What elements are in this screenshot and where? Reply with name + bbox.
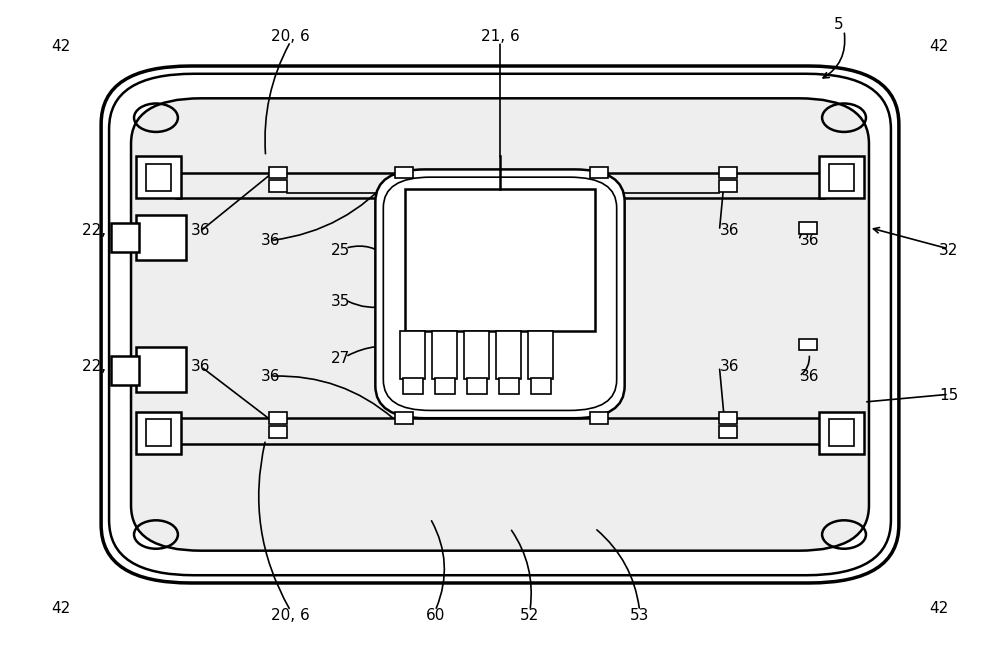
Text: 27: 27 — [598, 351, 617, 366]
Text: 25: 25 — [331, 243, 350, 258]
Text: 42: 42 — [929, 39, 948, 54]
Bar — [403, 378, 423, 395]
Text: 36: 36 — [191, 359, 211, 374]
Bar — [146, 419, 171, 446]
Bar — [799, 223, 817, 234]
Text: 20, 6: 20, 6 — [271, 29, 310, 44]
Text: 36: 36 — [191, 223, 211, 238]
Text: 35: 35 — [331, 295, 350, 310]
Text: 27: 27 — [331, 351, 350, 366]
Text: 52: 52 — [520, 608, 540, 623]
Text: 22, 6: 22, 6 — [82, 359, 120, 374]
Bar — [528, 331, 553, 380]
Text: 15: 15 — [939, 388, 958, 403]
Bar — [395, 167, 413, 178]
Bar — [719, 167, 737, 178]
Bar — [146, 164, 171, 191]
Text: 36: 36 — [799, 233, 819, 248]
Text: 20, 6: 20, 6 — [271, 608, 310, 623]
Bar — [395, 412, 413, 424]
Bar — [590, 167, 608, 178]
Text: 36: 36 — [261, 369, 280, 384]
Bar — [136, 411, 181, 454]
Text: 42: 42 — [52, 602, 71, 617]
Text: 53: 53 — [630, 608, 649, 623]
Bar — [269, 412, 287, 424]
Text: 21, 6: 21, 6 — [481, 29, 519, 44]
Bar — [819, 156, 864, 199]
Bar — [400, 331, 425, 380]
Bar — [819, 411, 864, 454]
Bar — [799, 339, 817, 350]
Text: 32: 32 — [939, 243, 958, 258]
Bar — [269, 167, 287, 178]
Bar — [531, 378, 551, 395]
Bar — [435, 378, 455, 395]
Bar — [136, 156, 181, 199]
Bar — [829, 419, 854, 446]
Text: 28: 28 — [490, 396, 510, 411]
FancyBboxPatch shape — [131, 98, 869, 551]
Text: 42: 42 — [929, 602, 948, 617]
Bar — [719, 412, 737, 424]
Bar — [432, 331, 457, 380]
FancyBboxPatch shape — [375, 169, 625, 418]
Text: 36: 36 — [799, 369, 819, 384]
Bar — [719, 180, 737, 192]
Text: 22, 6: 22, 6 — [82, 223, 120, 238]
Text: 5: 5 — [834, 16, 844, 32]
Bar — [136, 347, 186, 393]
Bar — [719, 426, 737, 437]
Bar — [590, 412, 608, 424]
Bar — [496, 331, 521, 380]
Text: 36: 36 — [720, 359, 739, 374]
Bar — [499, 378, 519, 395]
Text: 36: 36 — [261, 233, 280, 248]
Bar — [269, 426, 287, 437]
Bar — [467, 378, 487, 395]
Bar — [464, 331, 489, 380]
FancyBboxPatch shape — [101, 66, 899, 583]
Bar — [111, 356, 139, 385]
Bar — [269, 180, 287, 192]
Text: 42: 42 — [52, 39, 71, 54]
Bar — [829, 164, 854, 191]
Bar — [136, 215, 186, 260]
Bar — [111, 223, 139, 252]
Text: 60: 60 — [425, 608, 445, 623]
Text: 36: 36 — [720, 223, 739, 238]
Bar — [405, 189, 595, 331]
